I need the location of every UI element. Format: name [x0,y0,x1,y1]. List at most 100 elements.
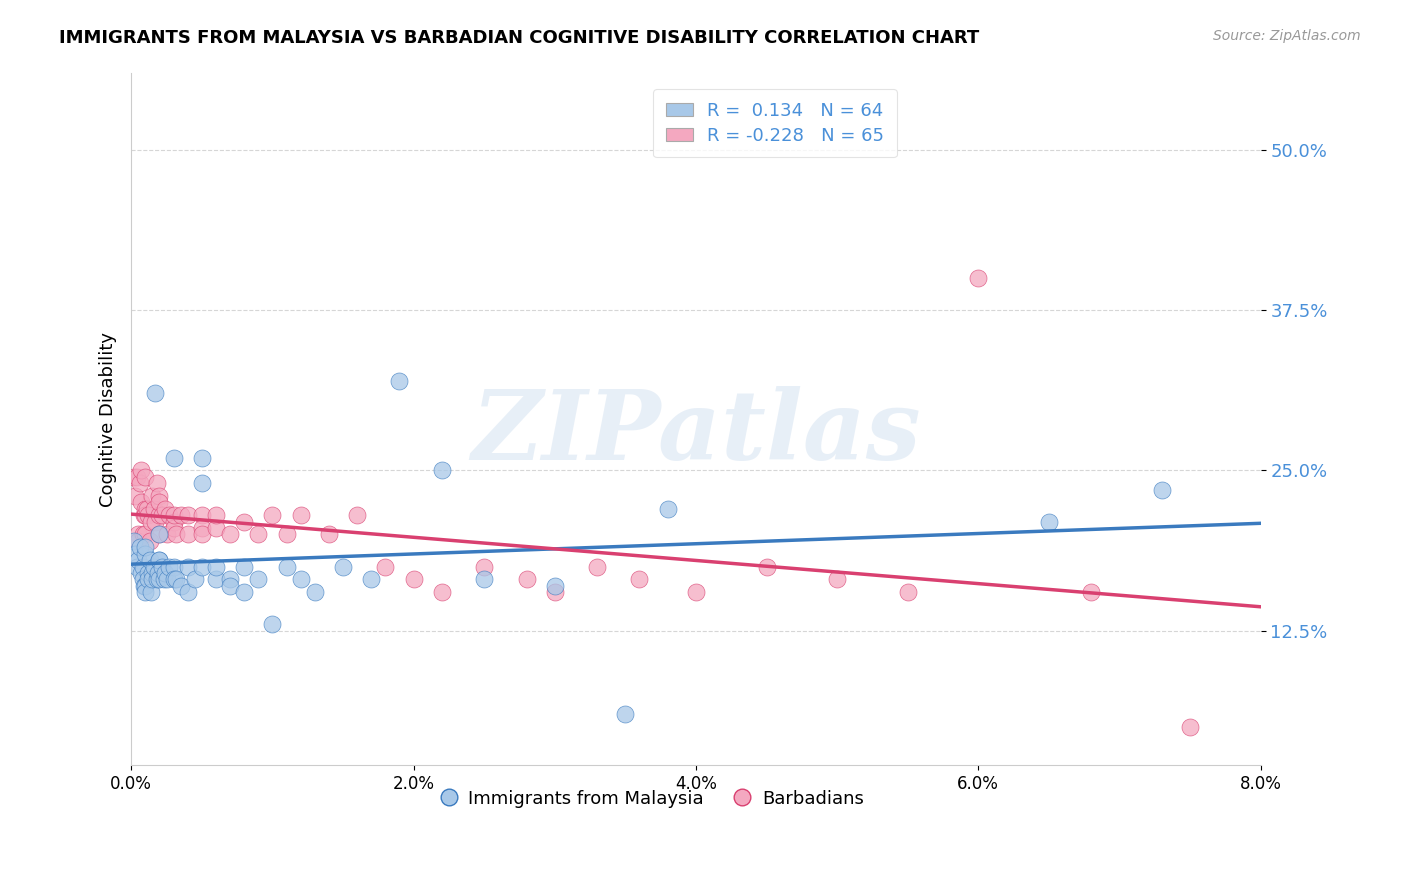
Point [122,533,145,548]
Point [191,476,214,491]
Point [128,476,150,491]
Y-axis label: Cognitive Disability: Cognitive Disability [100,332,117,507]
Point [290,508,312,523]
Point [129,495,152,509]
Point [148,527,170,541]
Point [825,572,848,586]
Point [125,470,148,484]
Point [162,450,184,465]
Point [153,566,176,580]
Point [134,501,156,516]
Point [472,572,495,586]
Point [614,706,637,721]
Point [148,572,170,586]
Point [897,585,920,599]
Point [145,476,167,491]
Point [262,617,284,632]
Point [134,547,156,561]
Point [127,527,149,541]
Point [276,559,298,574]
Point [515,572,537,586]
Point [177,585,200,599]
Point [1080,585,1102,599]
Point [148,553,170,567]
Point [165,527,187,541]
Point [628,572,651,586]
Point [233,515,256,529]
Point [150,508,173,523]
Point [122,470,145,484]
Point [129,566,152,580]
Text: Source: ZipAtlas.com: Source: ZipAtlas.com [1213,29,1361,43]
Point [755,559,778,574]
Point [131,527,153,541]
Point [360,572,382,586]
Point [685,585,707,599]
Point [136,566,159,580]
Point [544,579,567,593]
Point [148,508,170,523]
Point [544,585,567,599]
Point [191,450,214,465]
Point [169,508,191,523]
Point [148,527,170,541]
Point [134,470,156,484]
Point [165,572,187,586]
Point [124,547,146,561]
Point [177,508,200,523]
Point [430,463,453,477]
Point [125,559,148,574]
Point [191,527,214,541]
Point [141,572,163,586]
Point [141,489,163,503]
Point [657,501,679,516]
Point [136,572,159,586]
Point [388,374,411,388]
Point [134,541,156,555]
Point [146,566,169,580]
Point [124,489,146,503]
Point [143,515,166,529]
Point [162,508,184,523]
Point [129,463,152,477]
Point [134,527,156,541]
Point [233,559,256,574]
Point [139,515,162,529]
Point [374,559,396,574]
Point [184,572,207,586]
Point [148,489,170,503]
Point [155,572,177,586]
Legend: Immigrants from Malaysia, Barbadians: Immigrants from Malaysia, Barbadians [430,782,870,815]
Point [162,572,184,586]
Point [157,508,180,523]
Point [233,585,256,599]
Point [132,508,155,523]
Point [134,579,156,593]
Point [142,559,165,574]
Point [191,521,214,535]
Point [219,527,242,541]
Point [205,508,228,523]
Point [276,527,298,541]
Point [128,541,150,555]
Point [138,533,160,548]
Point [430,585,453,599]
Point [402,572,425,586]
Point [332,559,354,574]
Point [131,572,153,586]
Point [177,527,200,541]
Point [262,508,284,523]
Point [134,508,156,523]
Point [131,559,153,574]
Point [1178,720,1201,734]
Point [247,527,270,541]
Point [141,566,163,580]
Text: ZIPatlas: ZIPatlas [471,386,921,480]
Point [127,533,149,548]
Point [150,559,173,574]
Point [155,527,177,541]
Point [132,579,155,593]
Point [139,585,162,599]
Point [136,508,159,523]
Point [304,585,326,599]
